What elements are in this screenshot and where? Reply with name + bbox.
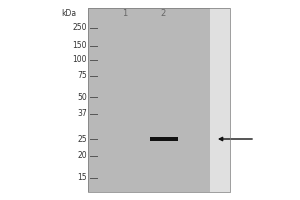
Text: 15: 15: [77, 174, 87, 182]
Text: 250: 250: [73, 23, 87, 32]
Bar: [88, 8, 210, 192]
Text: 20: 20: [77, 152, 87, 160]
Text: 100: 100: [73, 55, 87, 64]
Text: kDa: kDa: [61, 9, 76, 19]
Bar: [210, 8, 230, 192]
Text: 50: 50: [77, 92, 87, 102]
Text: 75: 75: [77, 72, 87, 80]
Text: 2: 2: [160, 9, 166, 19]
Text: 150: 150: [73, 42, 87, 50]
Text: 37: 37: [77, 109, 87, 118]
Text: 1: 1: [122, 9, 128, 19]
Bar: [150, 137, 178, 141]
Text: 25: 25: [77, 134, 87, 144]
Bar: [88, 8, 230, 192]
